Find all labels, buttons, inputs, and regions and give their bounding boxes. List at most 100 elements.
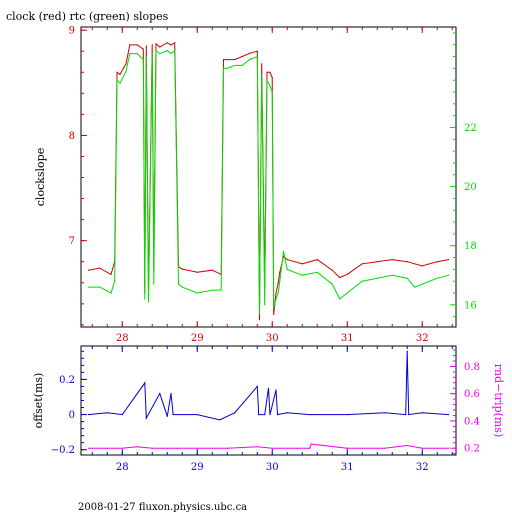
y-tick-label: 0 — [69, 410, 75, 421]
data-point-red — [316, 259, 318, 261]
data-point-red — [159, 46, 161, 48]
data-point-blue — [286, 412, 288, 414]
data-point-magenta — [256, 446, 258, 448]
data-point-red — [196, 271, 198, 273]
data-point-green — [153, 283, 155, 285]
data-point-blue — [269, 413, 271, 416]
data-point-green — [181, 286, 183, 288]
data-point-red — [181, 268, 183, 270]
data-point-green — [406, 277, 408, 279]
data-point-red — [376, 261, 378, 263]
data-point-red — [421, 265, 423, 267]
data-point-red — [258, 319, 261, 321]
data-point-red — [269, 71, 271, 73]
data-point-green — [279, 280, 281, 282]
data-point-green — [142, 58, 144, 61]
data-point-blue — [408, 413, 410, 416]
plot-frame — [80, 345, 457, 456]
y2-tick-label: 20 — [464, 182, 477, 193]
data-point-magenta — [447, 447, 450, 449]
data-point-blue — [406, 350, 408, 352]
data-point-green — [316, 271, 318, 273]
data-point-magenta — [166, 447, 168, 449]
y-tick-label: 8 — [69, 131, 75, 142]
data-point-blue — [275, 389, 277, 391]
x-tick-label: 29 — [191, 462, 204, 473]
series-line-red — [88, 41, 449, 320]
y2-axis-label: rnd−trip(ms) — [492, 364, 505, 438]
data-point-green — [256, 55, 258, 58]
series-line-blue — [88, 351, 449, 421]
data-point-green — [339, 298, 341, 300]
data-point-green — [129, 53, 131, 55]
data-point-magenta — [346, 447, 348, 449]
data-point-blue — [384, 412, 386, 414]
data-point-red — [166, 42, 168, 44]
data-point-red — [406, 261, 408, 263]
data-point-red — [234, 59, 236, 61]
data-point-green — [144, 298, 146, 300]
data-point-green — [177, 283, 180, 285]
data-point-blue — [309, 413, 311, 416]
footer-text: 2008-01-27 fluxon.physics.ubc.ca — [78, 502, 247, 512]
data-point-green — [119, 82, 121, 84]
data-point-red — [256, 50, 258, 52]
x-tick-label: 32 — [416, 462, 429, 473]
data-point-red — [155, 43, 157, 45]
data-point-green — [159, 53, 161, 55]
data-point-blue — [234, 412, 236, 414]
data-point-green — [301, 274, 303, 276]
data-point-red — [136, 44, 138, 46]
y-tick-label: 0.2 — [59, 375, 75, 386]
data-point-magenta — [310, 443, 312, 445]
y-axis-label: offset(ms) — [32, 373, 45, 429]
y2-tick-label: 0.6 — [464, 389, 480, 400]
data-point-green — [196, 292, 198, 294]
data-point-magenta — [136, 446, 138, 448]
x-tick-label: 30 — [266, 333, 279, 344]
data-point-red — [87, 269, 90, 271]
y-tick-label: 9 — [69, 26, 75, 37]
data-point-red — [116, 71, 118, 73]
data-point-red — [129, 44, 131, 46]
data-point-green — [234, 64, 236, 67]
chart-title: clock (red) rtc (green) slopes — [6, 10, 169, 23]
series-line-magenta — [88, 443, 449, 449]
data-point-green — [145, 55, 147, 58]
data-point-magenta — [87, 447, 90, 449]
data-point-blue — [421, 412, 423, 414]
y2-tick-label: 16 — [464, 300, 477, 311]
data-point-green — [331, 283, 333, 285]
data-point-green — [277, 292, 279, 294]
data-point-red — [145, 45, 147, 47]
data-point-green — [155, 50, 157, 52]
data-point-green — [147, 301, 150, 303]
data-point-blue — [219, 419, 221, 421]
data-point-magenta — [421, 447, 423, 449]
data-point-green — [220, 289, 222, 291]
data-point-green — [87, 286, 90, 288]
data-point-blue — [346, 413, 348, 416]
data-point-magenta — [106, 447, 108, 449]
data-point-red — [119, 73, 121, 75]
data-point-red — [273, 313, 275, 315]
data-point-red — [261, 63, 263, 65]
bottom-panel: 28 29 30 31 32 −0.2 0 0.2 0.2 0.4 0.6 0.8 offset(ms)… — [32, 345, 505, 473]
y2-tick-label: 0.8 — [464, 362, 480, 373]
data-point-red — [151, 44, 153, 46]
x-tick-label: 31 — [341, 333, 354, 344]
data-point-red — [277, 282, 279, 284]
y2-tick-label: 0.2 — [464, 444, 480, 455]
data-point-green — [273, 307, 275, 309]
data-point-red — [331, 269, 333, 271]
data-point-magenta — [406, 444, 408, 447]
data-point-magenta — [151, 447, 153, 449]
x-tick-label: 28 — [116, 333, 129, 344]
data-point-magenta — [384, 447, 386, 449]
data-point-green — [241, 64, 243, 67]
data-point-green — [361, 280, 363, 282]
data-point-red — [301, 263, 303, 265]
data-point-green — [174, 50, 176, 52]
data-point-blue — [145, 417, 147, 419]
